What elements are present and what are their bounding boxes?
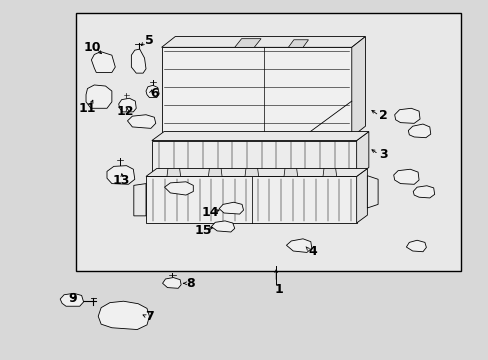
Text: 2: 2 bbox=[378, 109, 387, 122]
Polygon shape bbox=[152, 132, 368, 140]
Polygon shape bbox=[286, 239, 311, 252]
Polygon shape bbox=[407, 124, 430, 138]
Polygon shape bbox=[146, 168, 366, 176]
Polygon shape bbox=[356, 168, 366, 223]
Polygon shape bbox=[146, 85, 159, 98]
Polygon shape bbox=[91, 51, 115, 72]
Text: 15: 15 bbox=[194, 224, 211, 237]
Circle shape bbox=[117, 303, 126, 310]
Polygon shape bbox=[161, 37, 365, 47]
Circle shape bbox=[124, 311, 133, 318]
Polygon shape bbox=[166, 168, 180, 176]
Polygon shape bbox=[146, 176, 356, 223]
Polygon shape bbox=[162, 278, 181, 288]
Polygon shape bbox=[161, 47, 351, 137]
Text: 12: 12 bbox=[116, 105, 134, 118]
Text: 3: 3 bbox=[378, 148, 387, 161]
Polygon shape bbox=[119, 98, 136, 112]
Text: 7: 7 bbox=[145, 310, 154, 324]
Polygon shape bbox=[244, 168, 258, 176]
Polygon shape bbox=[60, 293, 83, 306]
Polygon shape bbox=[284, 168, 297, 176]
Polygon shape bbox=[323, 168, 336, 176]
FancyBboxPatch shape bbox=[76, 13, 461, 271]
Polygon shape bbox=[394, 108, 419, 123]
Polygon shape bbox=[234, 39, 261, 47]
Text: 6: 6 bbox=[150, 87, 158, 100]
Polygon shape bbox=[131, 49, 146, 73]
Text: 10: 10 bbox=[83, 41, 101, 54]
Text: 5: 5 bbox=[145, 33, 154, 47]
Text: 4: 4 bbox=[308, 245, 317, 258]
Polygon shape bbox=[412, 186, 434, 198]
Polygon shape bbox=[393, 169, 418, 184]
Polygon shape bbox=[219, 202, 243, 214]
Text: 9: 9 bbox=[68, 292, 77, 305]
Text: 1: 1 bbox=[274, 283, 283, 296]
Polygon shape bbox=[406, 240, 426, 252]
Text: 8: 8 bbox=[186, 278, 195, 291]
Polygon shape bbox=[356, 132, 368, 176]
Polygon shape bbox=[127, 115, 156, 129]
Text: 11: 11 bbox=[79, 102, 96, 115]
Polygon shape bbox=[288, 40, 308, 47]
Polygon shape bbox=[98, 301, 149, 329]
Polygon shape bbox=[107, 166, 135, 184]
Polygon shape bbox=[152, 140, 356, 176]
Circle shape bbox=[110, 316, 119, 322]
Text: 13: 13 bbox=[113, 174, 130, 186]
Polygon shape bbox=[134, 184, 146, 216]
Polygon shape bbox=[211, 221, 234, 232]
Polygon shape bbox=[86, 85, 112, 108]
Polygon shape bbox=[366, 176, 377, 208]
Polygon shape bbox=[164, 182, 193, 195]
Polygon shape bbox=[351, 37, 365, 137]
Polygon shape bbox=[208, 168, 222, 176]
Text: 14: 14 bbox=[201, 207, 219, 220]
